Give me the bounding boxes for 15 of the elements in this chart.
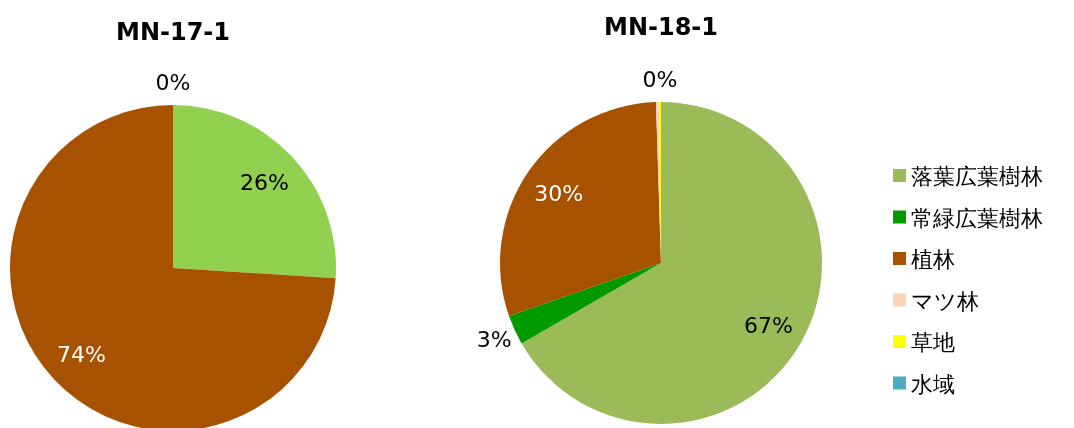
legend-label: 水域 (911, 371, 955, 397)
chart-title: MN-18-1 (604, 13, 718, 41)
data-label: 67% (743, 312, 793, 338)
legend-label: 草地 (911, 330, 955, 355)
data-label: 3% (476, 327, 512, 353)
text: 0% (155, 70, 191, 96)
data-label: 26% (240, 170, 289, 196)
chart-title: MN-17-1 (116, 18, 230, 46)
legend-label: 落葉広葉樹林 (911, 164, 1043, 189)
legend-label: マツ林 (911, 288, 979, 314)
data-label: 74% (57, 341, 106, 367)
data-label: 30% (534, 180, 584, 206)
legend-label: 常緑広葉樹林 (911, 205, 1043, 231)
legend-label: 植林 (911, 247, 955, 272)
data-label: 0% (642, 67, 678, 93)
